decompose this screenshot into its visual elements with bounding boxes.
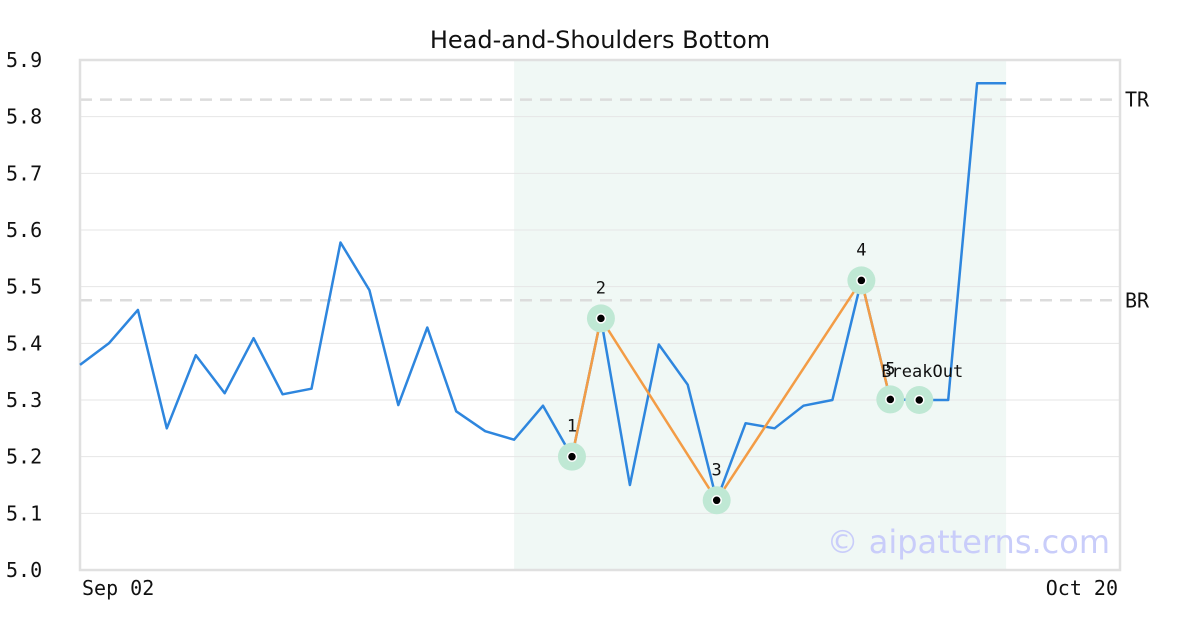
pattern-segment (570, 318, 603, 457)
plot-border (78, 58, 1122, 572)
y-tick-label: 5.6 (6, 218, 42, 242)
pattern-marker-dot (914, 394, 925, 406)
pattern-label-4: 4 (856, 240, 866, 260)
pattern-marker-dot (856, 275, 867, 286)
y-tick-label: 5.5 (6, 275, 42, 299)
pattern-marker-dot (885, 394, 896, 405)
y-axis-ticks: 5.0 5.1 5.2 5.3 5.4 5.5 5.6 5.7 5.8 5.9 (6, 48, 42, 582)
x-axis-ticks: Sep 02 Oct 20 (82, 576, 1118, 600)
pattern-segment (715, 279, 863, 501)
watermark: © aipatterns.com (827, 523, 1110, 561)
y-tick-label: 5.7 (6, 161, 42, 185)
pattern-label-3: 3 (712, 460, 722, 480)
y-tick-label: 5.8 (6, 105, 42, 129)
pattern-segment (599, 317, 718, 501)
price-series (79, 81, 1007, 502)
x-tick-label: Sep 02 (82, 576, 154, 600)
pattern-marker-dot (711, 495, 722, 506)
y-tick-label: 5.0 (6, 558, 42, 582)
y-tick-label: 5.3 (6, 388, 42, 412)
pattern-marker-dot (595, 313, 607, 324)
plot-frame (78, 58, 1122, 572)
y-tick-label: 5.1 (6, 501, 42, 525)
pattern-lines (570, 279, 892, 501)
y-tick-label: 5.9 (6, 48, 42, 72)
reference-label-br: BR (1125, 288, 1150, 312)
pattern-segment (860, 280, 892, 400)
pattern-label-2: 2 (596, 278, 606, 298)
x-tick-label: Oct 20 (1046, 576, 1118, 600)
pattern-label-5: 5 (885, 359, 895, 379)
series-line-0 (79, 81, 1007, 502)
y-tick-label: 5.2 (6, 445, 42, 469)
pattern-label-breakout: BreakOut (881, 362, 963, 382)
chart-title: Head-and-Shoulders Bottom (430, 26, 770, 54)
reference-lines: TR BR (80, 88, 1150, 312)
pattern-marker-dot (566, 451, 578, 462)
reference-label-tr: TR (1125, 88, 1150, 112)
y-tick-label: 5.4 (6, 331, 42, 355)
pattern-label-1: 1 (567, 417, 577, 437)
